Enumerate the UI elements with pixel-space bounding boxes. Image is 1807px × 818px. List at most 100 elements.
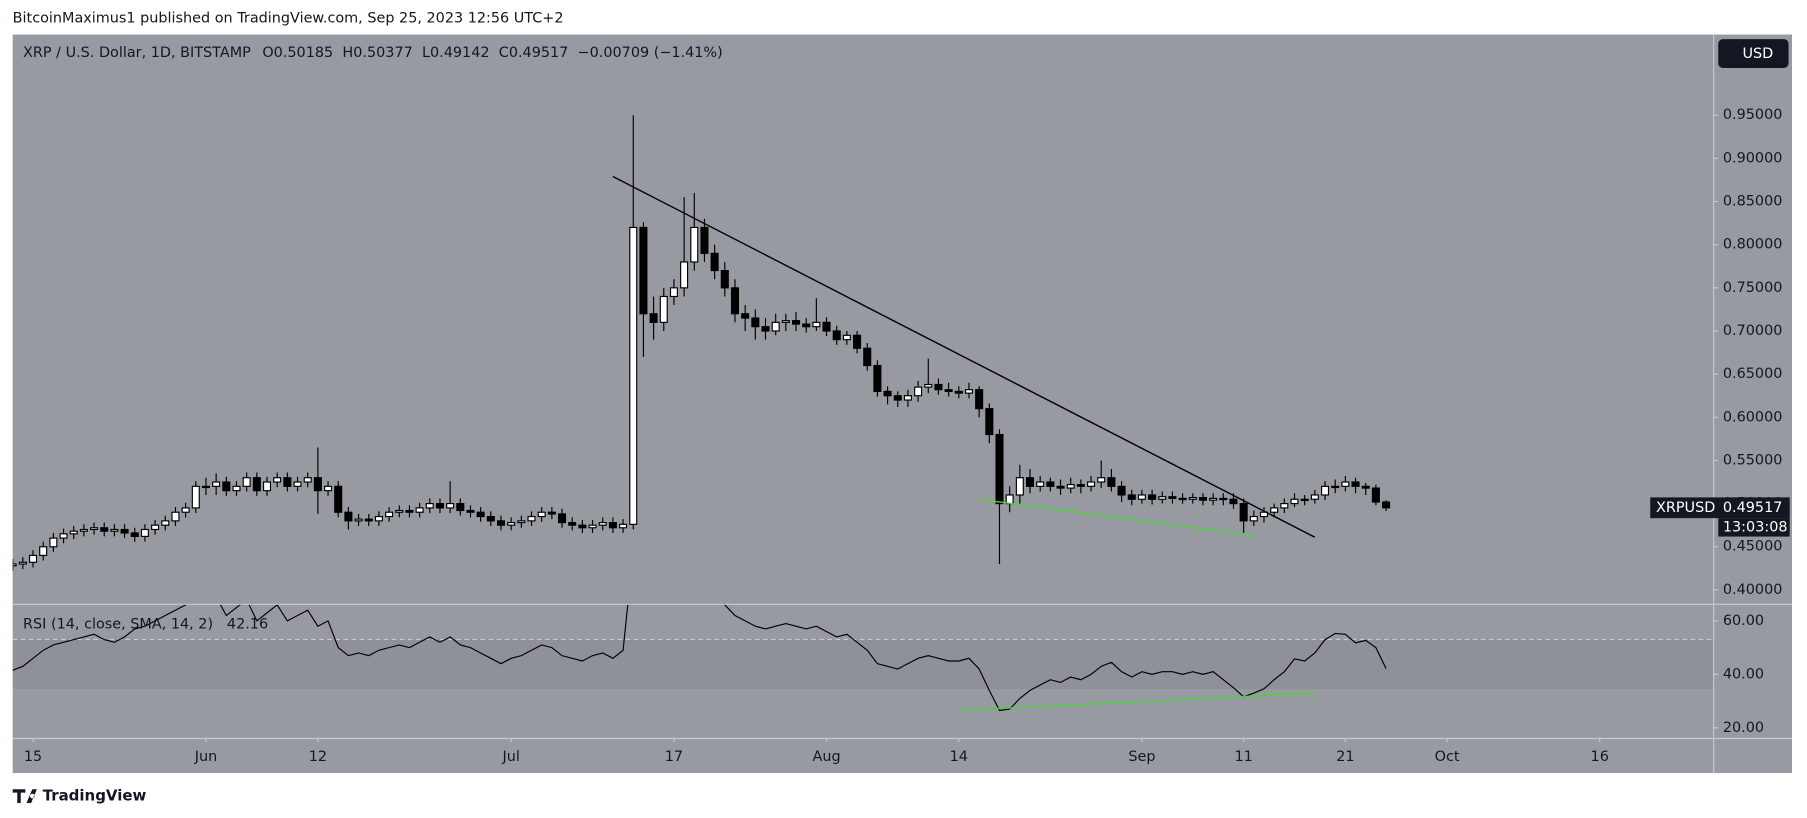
currency-button[interactable] [1718,39,1789,68]
candle-body [171,511,180,522]
legend-label: O [262,45,273,61]
candle-body [985,408,994,436]
candle-body [49,537,58,548]
candle-body [90,527,99,531]
candle-body [1290,498,1299,505]
candle-body [1310,494,1319,500]
candle-body [130,532,139,537]
countdown-box [1718,518,1790,537]
candle-body [262,481,272,492]
y-tick-label: 0.75000 [1723,280,1783,296]
legend-label: L [422,45,430,61]
candle-body [140,528,149,537]
candle-body [39,546,48,556]
candle-body [1259,511,1269,518]
candle-body [1209,497,1218,501]
candle-body [608,522,617,529]
candle-body [324,485,333,492]
candle-body [120,528,129,534]
candle-body [395,509,404,513]
candle-body [1331,485,1340,489]
candle-body [12,563,17,567]
trendline [979,498,1254,537]
footer-logo [12,789,37,804]
candle-body [181,507,190,513]
x-tick-label: Oct [1435,749,1460,765]
candle-body [1117,485,1126,496]
currency-label[interactable]: USD [1742,46,1773,62]
candle-body [568,522,577,526]
candle-body [1219,497,1228,501]
candle-body [1249,515,1258,522]
candle-body [242,477,251,487]
candle-body [924,383,933,388]
candle-body [975,389,984,410]
legend-label: C [499,45,509,61]
candle-body [1046,481,1055,487]
candle-body [1015,477,1024,496]
candle-body [212,481,221,487]
candle-body [598,522,607,526]
candle-body [486,515,495,522]
candle-body [537,511,546,518]
candle-body [405,509,414,513]
rsi-tick-label: 20.00 [1723,720,1764,736]
candle-body [680,261,689,289]
candle-body [639,226,648,315]
x-tick-label: Sep [1128,749,1155,765]
trendline [612,175,1316,538]
candle-body [1158,496,1167,500]
candle-body [496,520,506,526]
candle-body [1137,494,1146,500]
candle-body [1076,484,1085,487]
candle-body [344,511,353,522]
candle-body [578,524,587,529]
candle-body [151,524,160,531]
candle-body [710,252,719,272]
candle-body [588,524,597,529]
candle-body [517,520,526,524]
candle-body [364,518,373,522]
y-tick-label: 0.60000 [1723,409,1783,425]
legend-low: 0.49142 [430,45,490,61]
candle-body [812,321,821,328]
candle-body [334,485,343,513]
publisher-line: BitcoinMaximus1 published on TradingView… [13,10,564,26]
last-price-box [1650,497,1790,519]
candle-body [619,523,628,529]
candle-body [1036,481,1045,487]
candle-body [456,503,465,512]
candle-body [771,321,780,332]
candle-body [201,485,211,489]
y-tick-label: 0.45000 [1723,539,1783,555]
candle-body [832,330,841,341]
candle-body [944,389,953,392]
candle-body [374,515,383,522]
candle-body [110,528,119,532]
candle-body [28,554,38,563]
y-tick-label: 0.80000 [1723,237,1783,253]
candle-body [283,477,292,487]
x-tick-label: 14 [950,749,968,765]
candle-body [1148,494,1157,500]
candle-body [863,347,872,367]
x-tick-label: 11 [1234,749,1252,765]
candle-body [476,511,485,518]
price-pane [12,115,1391,571]
candle-body [1320,485,1330,496]
candle-body [313,477,322,492]
candle-body [415,507,424,513]
candle-body [547,511,556,515]
candle-body [69,530,78,535]
x-tick-label: 12 [309,749,327,765]
footer-brand: TradingView [43,787,147,805]
x-tick-label: 17 [665,749,683,765]
candle-body [1361,485,1370,489]
axes: 0.400000.450000.500000.550000.600000.650… [24,107,1790,765]
candle-body [629,226,638,525]
x-tick-label: Jun [194,749,218,765]
candle-body [435,503,444,509]
candle-body [1066,484,1075,489]
candle-body [425,503,434,509]
